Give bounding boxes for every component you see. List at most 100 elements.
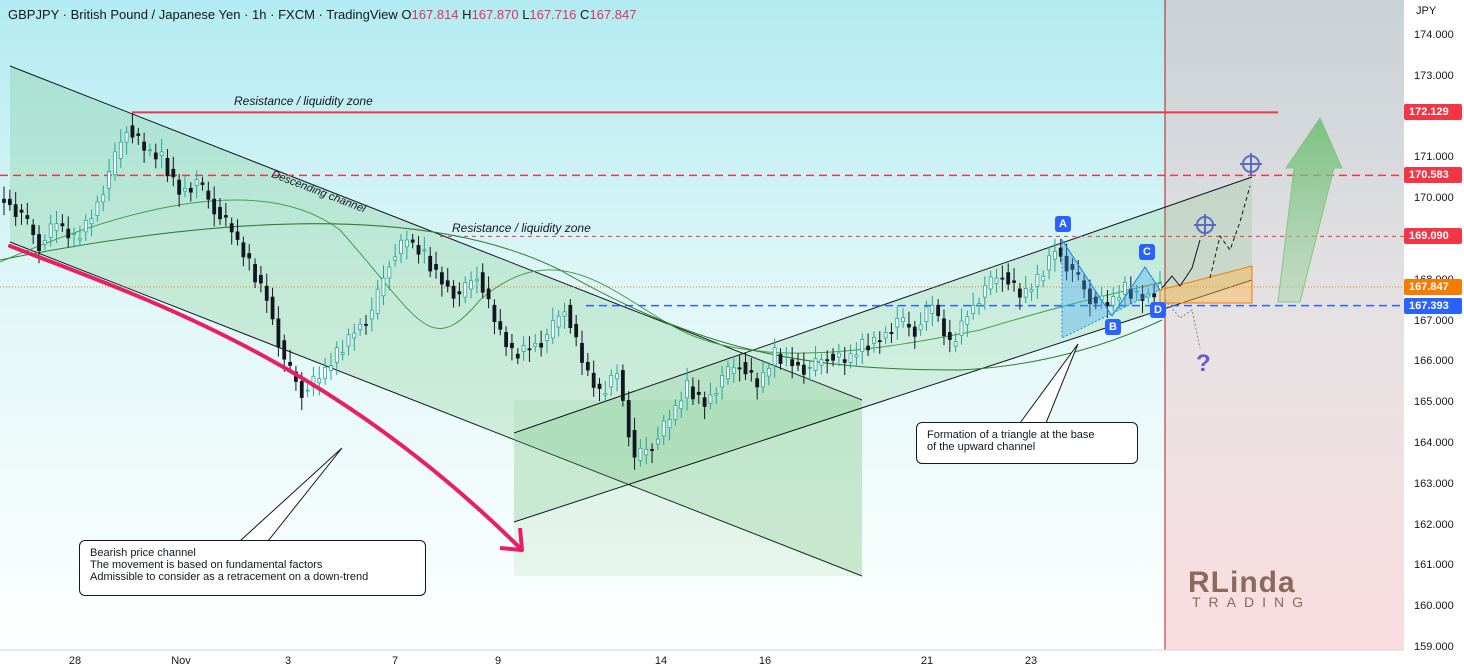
time-tick: 7 <box>391 655 399 667</box>
candle-body <box>124 131 129 143</box>
candle-body <box>77 237 82 241</box>
candle-body <box>1105 302 1110 306</box>
candle-body <box>1152 293 1157 298</box>
price-tick: 160.000 <box>1414 600 1454 613</box>
candle-body <box>2 198 6 203</box>
bearish-channel-callout: Bearish price channel The movement is ba… <box>79 540 426 596</box>
forecast-path-down <box>1164 299 1201 349</box>
candle-body <box>609 375 614 388</box>
candle-body <box>194 179 199 186</box>
price-tag: 172.129 <box>1404 104 1462 121</box>
candle-body <box>83 220 88 233</box>
candle-body <box>340 352 345 355</box>
candle-body <box>731 367 736 374</box>
candle-body <box>258 274 263 284</box>
candle-body <box>346 334 351 347</box>
candle-body <box>907 323 911 328</box>
candle-body <box>527 348 532 351</box>
candle-body <box>580 342 584 363</box>
candle-body <box>422 249 427 252</box>
candle-body <box>212 198 217 215</box>
candle-body <box>1041 276 1046 282</box>
candle-body <box>159 151 164 157</box>
candle-body <box>428 255 433 272</box>
candle-body <box>971 304 976 314</box>
chart-title: GBPJPY · British Pound / Japanese Yen · … <box>8 7 637 22</box>
candle-body <box>7 198 12 206</box>
descending-channel-bottom <box>9 241 863 577</box>
candle-body <box>585 361 590 371</box>
candle-body <box>498 321 503 330</box>
price-tick: 162.000 <box>1414 518 1454 531</box>
candle-body <box>416 245 421 255</box>
candle-body <box>568 304 573 328</box>
candle-body <box>597 383 602 389</box>
point-b-label: B <box>1105 319 1121 335</box>
candle-body <box>912 326 917 337</box>
candle-body <box>171 168 176 178</box>
candle-body <box>784 356 789 358</box>
price-tick: 173.000 <box>1414 69 1454 82</box>
candle-body <box>702 397 707 407</box>
candle-body <box>673 404 678 420</box>
candle-body <box>1012 280 1016 283</box>
candle-body <box>1123 282 1127 295</box>
candle-body <box>89 218 94 225</box>
candle-body <box>685 379 689 399</box>
candle-body <box>60 223 65 227</box>
candle-body <box>696 391 701 395</box>
candle-body <box>574 323 579 338</box>
candle-body <box>959 320 964 336</box>
candle-body <box>872 336 876 344</box>
candle-body <box>982 285 987 298</box>
candle-body <box>1117 297 1122 301</box>
time-tick: 14 <box>654 655 668 667</box>
target-box <box>1159 265 1253 304</box>
time-tick: Nov <box>171 655 191 667</box>
candle-body <box>434 264 438 270</box>
candle-body <box>451 285 456 299</box>
candle-body <box>206 190 211 200</box>
candle-body <box>533 342 538 347</box>
exchange: FXCM <box>278 7 315 22</box>
candle-body <box>329 365 333 371</box>
candle-body <box>439 272 444 285</box>
descending-channel-fill <box>10 66 862 576</box>
candle-body <box>136 133 141 136</box>
candle-body <box>562 311 567 317</box>
candle-body <box>988 276 993 290</box>
candle-body <box>603 393 608 396</box>
candle-body <box>615 373 619 380</box>
forecast-path-2 <box>1209 185 1251 279</box>
candle-body <box>655 438 660 445</box>
candle-body <box>492 304 497 322</box>
candle-body <box>895 317 900 328</box>
candle-body <box>1023 288 1028 298</box>
candle-body <box>270 296 275 320</box>
candle-body <box>1088 288 1092 305</box>
price-axis-unit: JPY <box>1416 5 1437 17</box>
candle-body <box>755 378 760 388</box>
candle-body <box>644 449 649 456</box>
candle-body <box>469 280 473 290</box>
point-c-label: C <box>1139 244 1155 260</box>
candle-body <box>790 359 795 367</box>
moving-average-fast <box>0 199 1163 354</box>
forecast-area <box>1165 0 1404 650</box>
time-tick: 23 <box>1024 655 1038 667</box>
price-tick: 159.000 <box>1414 641 1454 653</box>
candle-body <box>276 318 281 348</box>
candle-body <box>148 149 152 152</box>
ascending-channel-top <box>513 176 1253 434</box>
candle-body <box>299 381 304 398</box>
price-tick: 161.000 <box>1414 559 1454 572</box>
candle-body <box>714 393 719 396</box>
candle-body <box>550 320 555 339</box>
instrument-name: British Pound / Japanese Yen <box>70 7 241 22</box>
candle-body <box>165 157 170 177</box>
candle-body <box>288 361 292 366</box>
candle-body <box>1029 289 1034 293</box>
candle-body <box>539 342 544 348</box>
